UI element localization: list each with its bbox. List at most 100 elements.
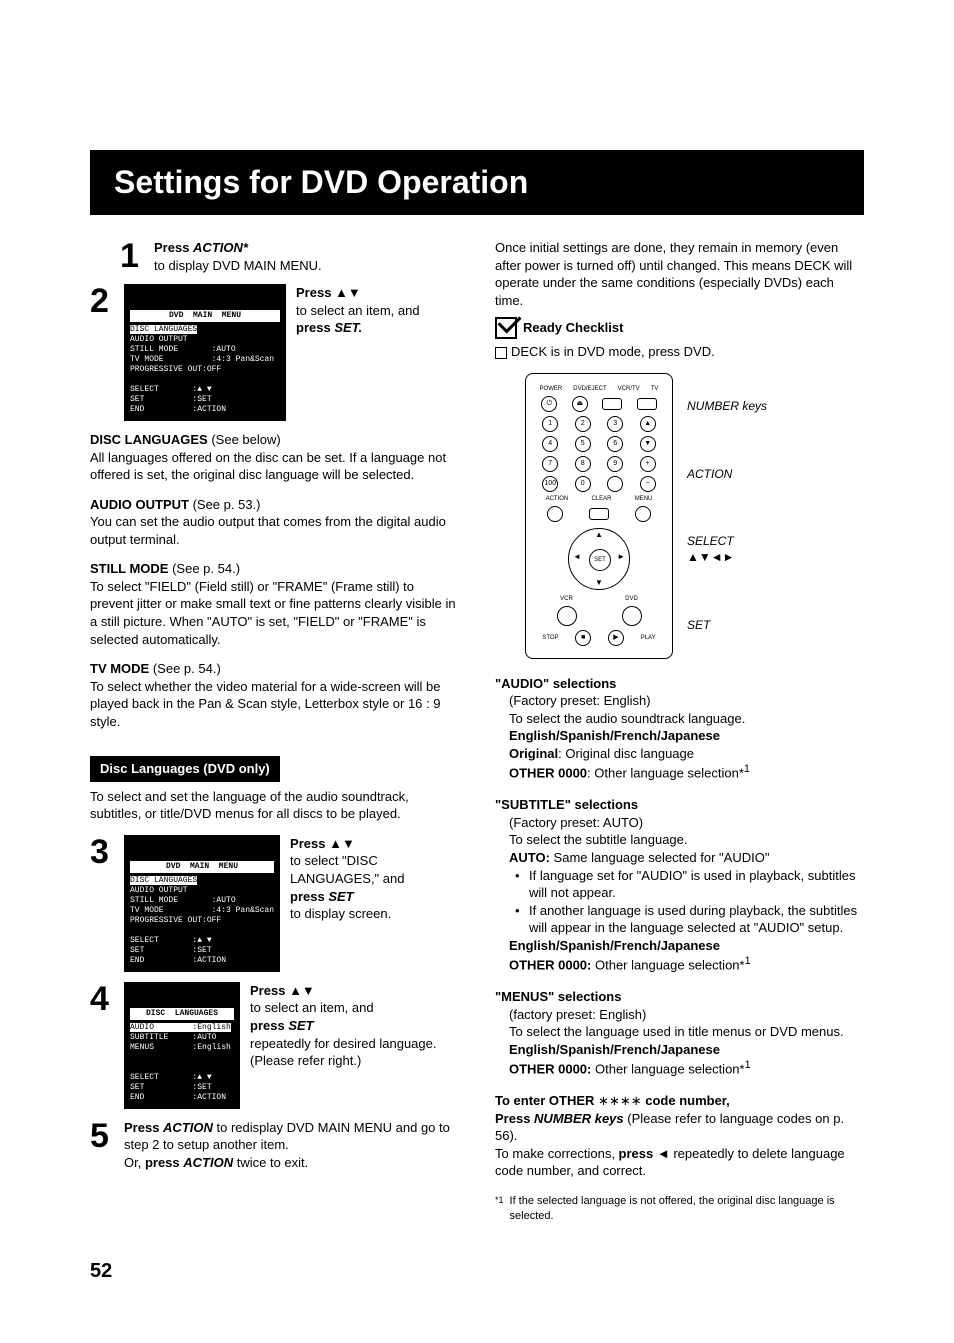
step-2: 2 DVD MAIN MENUDISC LANGUAGES AUDIO OUTP… bbox=[90, 284, 459, 421]
menus-selections: "MENUS" selections (factory preset: Engl… bbox=[495, 988, 864, 1078]
other-h1b: ∗∗∗∗ bbox=[598, 1093, 642, 1108]
subtitle-l4: English/Spanish/French/Japanese bbox=[509, 937, 864, 955]
step-1: 1 Press ACTION* to display DVD MAIN MENU… bbox=[120, 239, 459, 274]
remote-labels: NUMBER keys ACTION SELECT ▲▼◄► SET bbox=[687, 373, 767, 659]
screen-main-menu-1: DVD MAIN MENUDISC LANGUAGES AUDIO OUTPUT… bbox=[124, 284, 286, 421]
menus-l4a: OTHER 0000: bbox=[509, 1062, 591, 1077]
step4-t3b: SET bbox=[288, 1018, 313, 1033]
section-intro: To select and set the language of the au… bbox=[90, 788, 459, 823]
step-number-1: 1 bbox=[120, 239, 144, 274]
footnote-mark: *1 bbox=[495, 1194, 504, 1224]
subtitle-l5b: Other language selection* bbox=[591, 958, 744, 973]
step-5: 5 Press ACTION to redisplay DVD MAIN MEN… bbox=[90, 1119, 459, 1172]
subtitle-l3a: AUTO: bbox=[509, 850, 550, 865]
menus-header: "MENUS" selections bbox=[495, 988, 864, 1006]
dh-tv: TV MODE bbox=[90, 661, 149, 676]
subtitle-l5c: 1 bbox=[745, 955, 751, 967]
other-l1a: Press bbox=[495, 1111, 534, 1126]
step3-t4: to display screen. bbox=[290, 906, 391, 921]
step4-t3a: press bbox=[250, 1018, 288, 1033]
audio-l4a: Original bbox=[509, 746, 558, 761]
step5-t2c: ACTION bbox=[183, 1155, 233, 1170]
desc-tv-mode: TV MODE (See p. 54.) To select whether t… bbox=[90, 660, 459, 730]
step5-t2a: Or, bbox=[124, 1155, 145, 1170]
db-audio: You can set the audio output that comes … bbox=[90, 514, 446, 547]
menus-l4c: 1 bbox=[745, 1059, 751, 1071]
step-number-4: 4 bbox=[90, 982, 114, 1109]
step-4: 4 DISC LANGUAGESAUDIO :English SUBTITLE … bbox=[90, 982, 459, 1109]
dh-audio: AUDIO OUTPUT bbox=[90, 497, 189, 512]
audio-l3: English/Spanish/French/Japanese bbox=[509, 727, 864, 745]
other-l2a: To make corrections, bbox=[495, 1146, 619, 1161]
subtitle-b1: If language set for "AUDIO" is used in p… bbox=[529, 867, 864, 902]
subtitle-b2: If another language is used during playb… bbox=[529, 902, 864, 937]
label-set: SET bbox=[687, 617, 767, 633]
subtitle-l3b: Same language selected for "AUDIO" bbox=[550, 850, 770, 865]
step5-t1b: ACTION bbox=[163, 1120, 213, 1135]
page-number: 52 bbox=[90, 1260, 864, 1283]
right-column: Once initial settings are done, they rem… bbox=[495, 239, 864, 1224]
footnote: *1 If the selected language is not offer… bbox=[495, 1194, 864, 1224]
other-h1c: code number, bbox=[642, 1093, 730, 1108]
db-disc: All languages offered on the disc can be… bbox=[90, 450, 446, 483]
step2-t2: to select an item, and bbox=[296, 303, 420, 318]
step4-t1b: ▲▼ bbox=[289, 983, 315, 998]
step4-t1a: Press bbox=[250, 983, 289, 998]
screen3-title: DVD MAIN MENU bbox=[130, 861, 274, 873]
section-disc-languages: Disc Languages (DVD only) bbox=[90, 756, 280, 782]
label-action: ACTION bbox=[687, 466, 767, 482]
subtitle-selections: "SUBTITLE" selections (Factory preset: A… bbox=[495, 796, 864, 974]
audio-l5b: : Other language selection* bbox=[587, 766, 744, 781]
step-number-5: 5 bbox=[90, 1119, 114, 1172]
step-3: 3 DVD MAIN MENUDISC LANGUAGES AUDIO OUTP… bbox=[90, 835, 459, 972]
checkmark-icon bbox=[495, 317, 517, 339]
step3-t2: to select "DISC LANGUAGES," and bbox=[290, 853, 404, 886]
step3-t1a: Press bbox=[290, 836, 329, 851]
label-select: SELECT bbox=[687, 534, 734, 548]
ready-item-text: DECK is in DVD mode, press DVD. bbox=[511, 344, 715, 359]
ready-item: DECK is in DVD mode, press DVD. bbox=[495, 343, 864, 361]
screen-main-menu-2: DVD MAIN MENUDISC LANGUAGES AUDIO OUTPUT… bbox=[124, 835, 280, 972]
other-l1b: NUMBER keys bbox=[534, 1111, 624, 1126]
menus-l2: To select the language used in title men… bbox=[509, 1023, 864, 1041]
desc-still-mode: STILL MODE (See p. 54.) To select "FIELD… bbox=[90, 560, 459, 648]
ready-checklist-header: Ready Checklist bbox=[495, 317, 864, 339]
audio-selections: "AUDIO" selections (Factory preset: Engl… bbox=[495, 675, 864, 783]
audio-l2: To select the audio soundtrack language. bbox=[509, 710, 864, 728]
right-intro: Once initial settings are done, they rem… bbox=[495, 239, 864, 309]
dh-still-after: (See p. 54.) bbox=[168, 561, 240, 576]
other-l2b: press bbox=[619, 1146, 657, 1161]
audio-l4b: : Original disc language bbox=[558, 746, 694, 761]
dh-disc-after: (See below) bbox=[208, 432, 281, 447]
step2-t3b: SET. bbox=[334, 320, 362, 335]
audio-l5c: 1 bbox=[744, 763, 750, 775]
audio-header: "AUDIO" selections bbox=[495, 675, 864, 693]
step4-t2: to select an item, and bbox=[250, 1000, 374, 1015]
step3-t3a: press bbox=[290, 889, 328, 904]
remote-illustration: POWERDVD/EJECTVCR/TVTV ⏻⏏ 123▲ 456▼ 789+… bbox=[525, 373, 864, 659]
screen4-title: DISC LANGUAGES bbox=[130, 1008, 234, 1020]
subtitle-header: "SUBTITLE" selections bbox=[495, 796, 864, 814]
step4-t4: repeatedly for desired language. (Please… bbox=[250, 1036, 436, 1069]
dh-still: STILL MODE bbox=[90, 561, 168, 576]
remote-control-icon: POWERDVD/EJECTVCR/TVTV ⏻⏏ 123▲ 456▼ 789+… bbox=[525, 373, 673, 659]
step1-press: Press bbox=[154, 240, 193, 255]
db-still: To select "FIELD" (Field still) or "FRAM… bbox=[90, 579, 456, 647]
checkbox-icon bbox=[495, 347, 507, 359]
dh-disc: DISC LANGUAGES bbox=[90, 432, 208, 447]
subtitle-l5a: OTHER 0000: bbox=[509, 958, 591, 973]
step5-t2d: twice to exit. bbox=[233, 1155, 308, 1170]
step-number-2: 2 bbox=[90, 284, 114, 421]
subtitle-l2: To select the subtitle language. bbox=[509, 831, 864, 849]
left-column: 1 Press ACTION* to display DVD MAIN MENU… bbox=[90, 239, 459, 1224]
step2-t3a: press bbox=[296, 320, 334, 335]
step1-line2: to display DVD MAIN MENU. bbox=[154, 258, 322, 273]
desc-disc-languages: DISC LANGUAGES (See below) All languages… bbox=[90, 431, 459, 484]
ready-title: Ready Checklist bbox=[523, 319, 623, 337]
step2-arrows: ▲▼ bbox=[335, 285, 361, 300]
screen-title: DVD MAIN MENU bbox=[130, 310, 280, 322]
label-select-arrows: ▲▼◄► bbox=[687, 550, 735, 564]
step2-press: Press bbox=[296, 285, 335, 300]
menus-l1: (factory preset: English) bbox=[509, 1006, 864, 1024]
left-arrow-icon: ◄ bbox=[657, 1146, 670, 1161]
